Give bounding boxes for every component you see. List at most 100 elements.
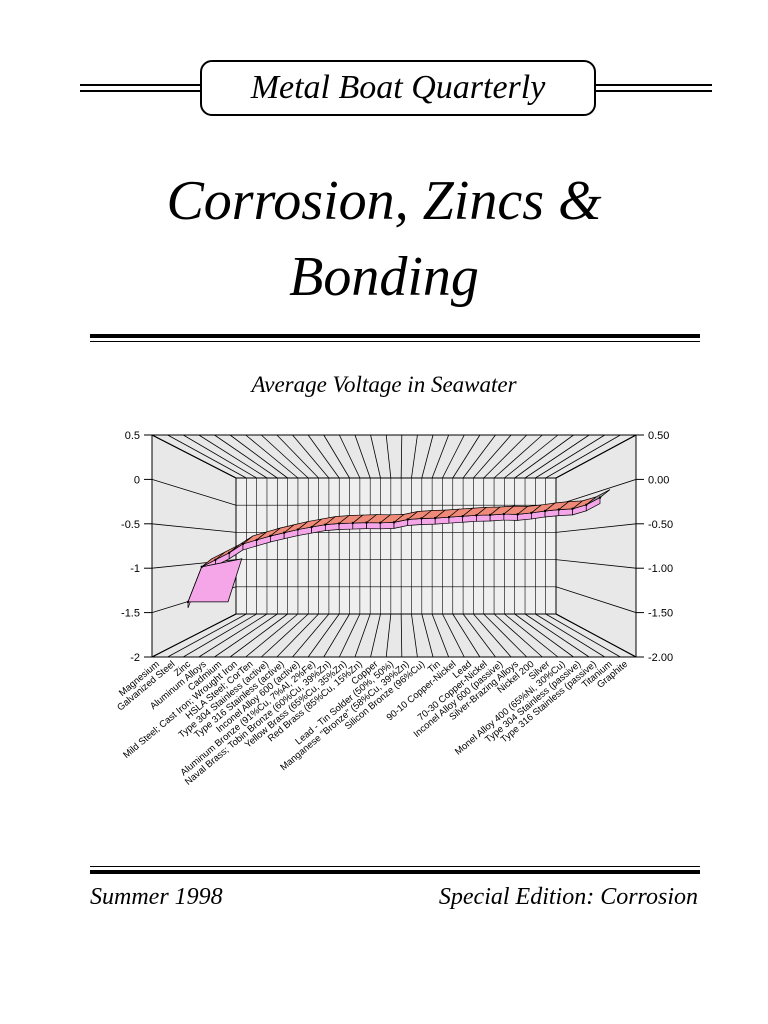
floor-grid-line [261,613,309,658]
chart-back-wall [235,477,557,615]
main-title: Corrosion, Zincs & Bonding [0,166,768,312]
floor-grid-line [462,613,496,658]
data-point [200,565,203,569]
y-tick-label-left: -1.5 [121,608,140,620]
ceiling-grid-line [214,434,278,479]
floor-grid-line [411,613,418,658]
data-point [255,538,258,542]
y-tick-label-right: 0.50 [648,430,669,442]
ceiling-grid-line [400,434,403,479]
footer-rule-thick [90,870,700,874]
y-tick-label-left: 0.5 [125,430,140,442]
ribbon-front-segment [366,522,381,530]
data-point [241,542,245,546]
floor-grid-line [535,613,605,658]
data-point [447,515,451,519]
y-tick-label-left: -0.5 [121,519,140,531]
ceiling-grid-line [493,434,543,479]
side-wall-grid-line [151,523,237,533]
data-point [337,522,341,525]
floor-grid-line [524,613,590,658]
y-tick-label-right: -1.50 [648,608,673,620]
ceiling-grid-line [514,434,574,479]
floor-grid-line [385,613,392,658]
floor-grid-line [514,613,574,658]
ceiling-grid-line [198,434,268,479]
data-point [585,503,588,507]
floor-grid-line [400,613,403,658]
ceiling-grid-line [524,434,590,479]
data-point [502,512,506,516]
ceiling-grid-line [229,434,288,479]
voltage-chart: 0.5 0.50 0 0.00 -0.5 -0.50 -1 -1.00 -1.5 -1.50 -2 -… [115,430,673,788]
ceiling-grid-line [411,434,418,479]
ribbon-front-segment [503,513,518,521]
floor-grid-line [452,613,481,658]
y-tick-label-left: -1 [130,563,140,575]
ribbon-top-segment [586,489,611,506]
masthead-rule-left-bottom [80,90,202,92]
data-point [392,521,396,524]
data-point [598,496,602,499]
side-wall-grid-line [151,613,237,658]
ribbon-front-segment [338,522,354,530]
side-wall-grid-line [555,613,637,658]
data-point [282,531,286,534]
ceiling-grid-line [545,434,621,479]
floor-grid-line [183,613,257,658]
ceiling-grid-line [462,434,496,479]
floor-grid-line [370,613,381,658]
floor-grid-line [245,613,299,658]
data-point [269,534,272,538]
data-point [214,558,217,561]
ceiling-grid-line [292,434,330,479]
side-wall-grid-line [555,586,637,613]
masthead-banner: Metal Boat Quarterly [200,60,596,116]
y-tick-label-right: -2.00 [648,652,673,664]
data-point [543,509,547,513]
ribbon-magnesium-wedge [187,558,243,603]
data-point [186,600,190,604]
side-wall-grid-line [555,479,637,506]
side-wall-grid-line [151,434,237,479]
data-point [310,525,313,529]
y-tick-label-right: -0.50 [648,519,673,531]
side-wall-grid-line [555,559,637,569]
ceiling-grid-line [452,434,481,479]
chart-title: Average Voltage in Seawater [251,372,517,397]
y-tick-label-right: 0.00 [648,474,669,486]
floor-grid-line [493,613,543,658]
ceiling-grid-line [535,434,605,479]
ceiling-grid-line [370,434,381,479]
y-tick-label-right: -1.00 [648,563,673,575]
ceiling-grid-line [421,434,434,479]
ceiling-grid-line [323,434,350,479]
ceiling-grid-line [483,434,527,479]
data-point [571,507,574,511]
data-point [434,516,437,520]
data-point [406,518,409,521]
main-title-line1: Corrosion, Zincs & [166,170,602,232]
ceiling-grid-line [473,434,512,479]
title-rule-thin [90,341,700,342]
data-point [351,521,354,525]
data-point [324,523,327,526]
floor-grid-line [229,613,288,658]
floor-grid-line [167,613,247,658]
data-point [461,515,464,518]
ceiling-grid-line [245,434,299,479]
floor-grid-line [292,613,330,658]
masthead-rule-left-top [80,84,202,86]
ceiling-grid-line [431,434,450,479]
data-point [420,517,423,520]
floor-grid-line [354,613,371,658]
ribbon-front-segment [352,522,367,530]
y-tick-label-left: -2 [130,652,140,664]
floor-grid-line [421,613,434,658]
floor-grid-line [338,613,361,658]
floor-grid-line [307,613,340,658]
ceiling-grid-line [338,434,361,479]
ribbon-front-segment [558,508,573,517]
edition-label: Special Edition: Corrosion [438,884,698,910]
ceiling-grid-line [442,434,465,479]
